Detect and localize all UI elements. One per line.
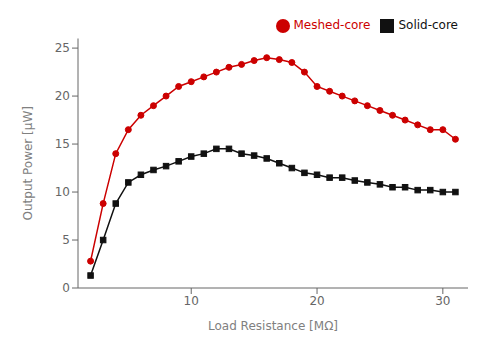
html-text:Solid-core: Solid-core xyxy=(398,18,458,32)
svg-text:20: 20 xyxy=(55,89,70,103)
svg-text:Load Resistance [MΩ]: Load Resistance [MΩ] xyxy=(208,319,338,333)
svg-text:5: 5 xyxy=(62,233,70,247)
svg-text:30: 30 xyxy=(435,294,450,308)
html-text:Meshed-core: Meshed-core xyxy=(293,18,371,32)
svg-text:20: 20 xyxy=(309,294,324,308)
svg-text:Output Power [μW]: Output Power [μW] xyxy=(21,106,35,220)
svg-text:0: 0 xyxy=(62,281,70,295)
svg-text:15: 15 xyxy=(55,137,70,151)
svg-text:25: 25 xyxy=(55,41,70,55)
svg-text:10: 10 xyxy=(184,294,199,308)
svg-text:10: 10 xyxy=(55,185,70,199)
